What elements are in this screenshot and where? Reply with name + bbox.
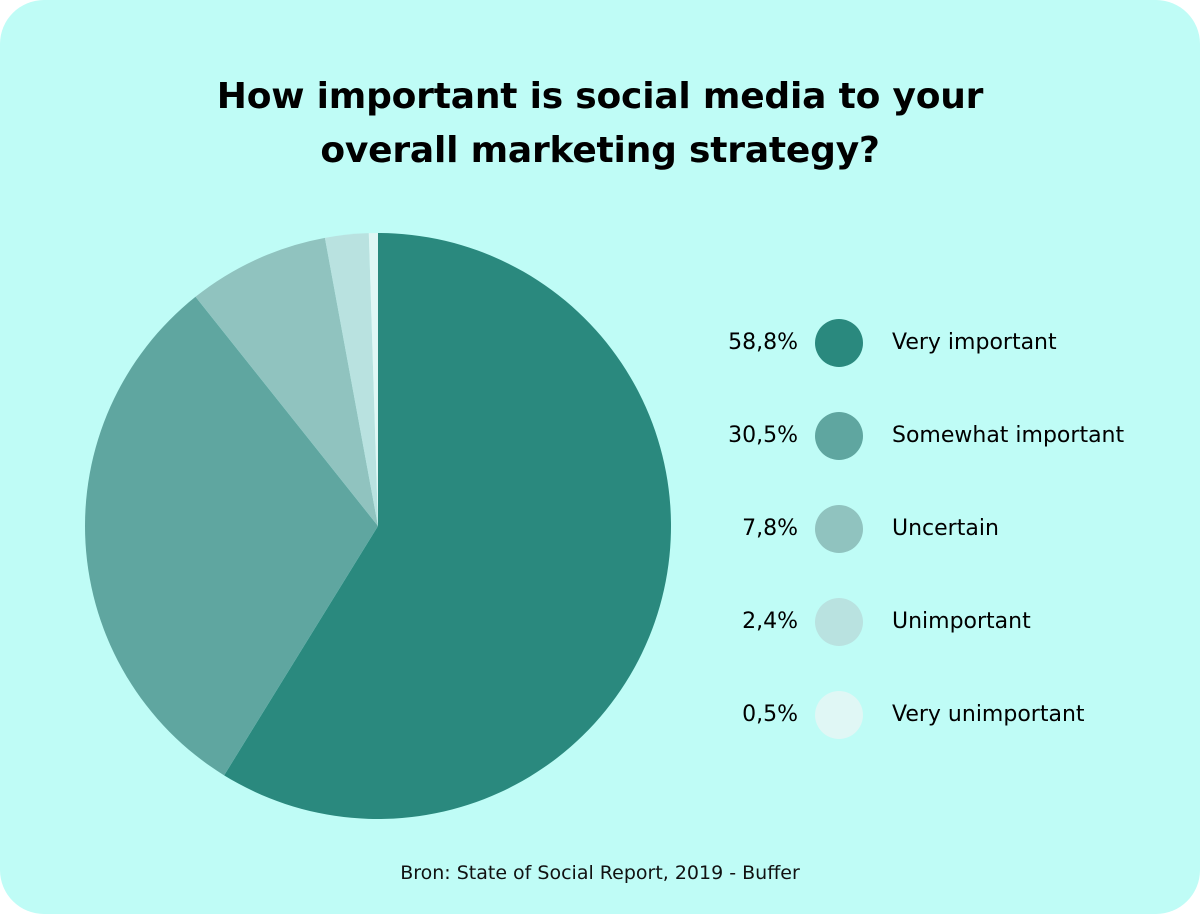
legend-label-uncertain: Uncertain <box>892 516 999 541</box>
pie-slice-uncertain <box>195 237 378 526</box>
legend-swatch-uncertain <box>815 505 863 553</box>
legend-value-uncertain: 7,8% <box>742 516 798 541</box>
legend-item-very-important: 58,8% Very important <box>690 318 1190 368</box>
legend-label-very-unimportant: Very unimportant <box>892 702 1085 727</box>
pie-chart <box>84 232 671 819</box>
legend-value-very-unimportant: 0,5% <box>742 702 798 727</box>
legend-item-unimportant: 2,4% Unimportant <box>690 597 1190 647</box>
legend-item-somewhat-important: 30,5% Somewhat important <box>690 411 1190 461</box>
legend-swatch-very-important <box>815 319 863 367</box>
pie-slice-unimportant <box>324 233 378 526</box>
legend-label-somewhat-important: Somewhat important <box>892 423 1125 448</box>
chart-title: How important is social media to your ov… <box>150 70 1050 178</box>
legend-swatch-very-unimportant <box>815 691 863 739</box>
legend-item-uncertain: 7,8% Uncertain <box>690 504 1190 554</box>
legend-value-somewhat-important: 30,5% <box>728 423 798 448</box>
legend-swatch-unimportant <box>815 598 863 646</box>
legend-item-very-unimportant: 0,5% Very unimportant <box>690 690 1190 740</box>
legend-swatch-somewhat-important <box>815 412 863 460</box>
pie-slice-very-important <box>224 233 671 819</box>
legend-value-unimportant: 2,4% <box>742 609 798 634</box>
pie-slice-somewhat-important <box>84 296 378 776</box>
chart-title-line-1: How important is social media to your <box>216 76 984 117</box>
legend-value-very-important: 58,8% <box>728 330 798 355</box>
chart-title-line-2: overall marketing strategy? <box>320 130 880 171</box>
pie-slice-very-unimportant <box>368 232 378 527</box>
legend-label-very-important: Very important <box>892 330 1057 355</box>
source-note: Bron: State of Social Report, 2019 - Buf… <box>400 862 800 884</box>
legend-label-unimportant: Unimportant <box>892 609 1031 634</box>
